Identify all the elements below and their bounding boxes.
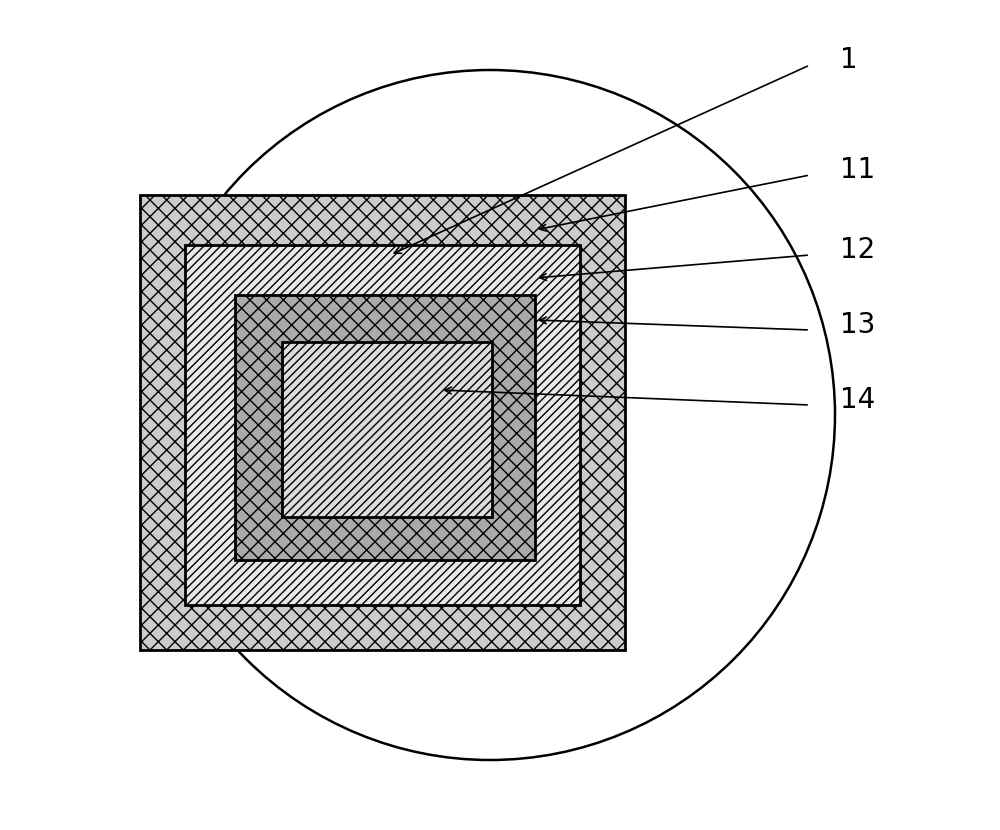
Bar [185, 245, 580, 605]
Text: 1: 1 [840, 46, 858, 74]
Text: 13: 13 [840, 311, 875, 339]
Text: 11: 11 [840, 156, 875, 184]
Bar [235, 295, 535, 560]
Text: 12: 12 [840, 236, 875, 264]
Bar [140, 195, 625, 650]
Circle shape [145, 70, 835, 760]
Text: 14: 14 [840, 386, 875, 414]
Bar [282, 342, 492, 517]
